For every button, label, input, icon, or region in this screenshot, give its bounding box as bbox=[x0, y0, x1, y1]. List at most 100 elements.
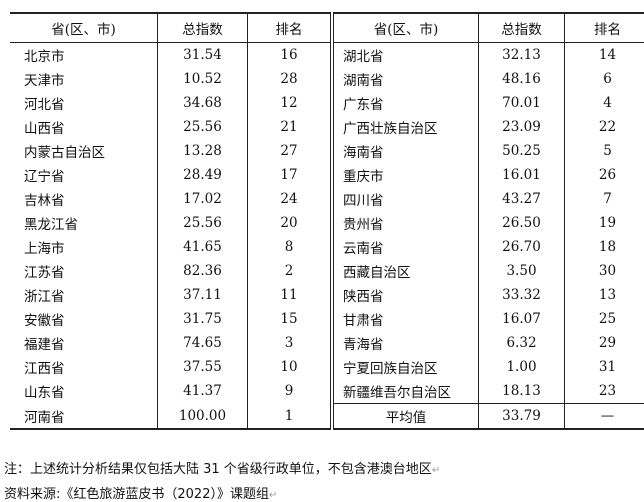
left-province-cell: 吉林省 bbox=[24, 193, 65, 209]
right-province-cell: 新疆维吾尔自治区 bbox=[343, 385, 451, 401]
table-header-row: 省(区、市) 总指数 排名 省(区、市) 总指数 排名 bbox=[10, 13, 644, 43]
right-province-cell: 甘肃省 bbox=[343, 313, 384, 329]
header-province-right: 省(区、市) bbox=[373, 22, 439, 38]
footnote: 注：上述统计分析结果仅包括大陆 31 个省级行政单位，不包含港澳台地区↵ bbox=[4, 458, 440, 477]
table-row: 辽宁省 28.49 17 重庆市 16.01 26 bbox=[10, 163, 644, 187]
left-rank-cell: 17 bbox=[247, 163, 334, 187]
table-row: 上海市 41.65 8 云南省 26.70 18 bbox=[10, 235, 644, 259]
left-index-cell: 10.52 bbox=[157, 67, 248, 91]
right-index-cell: 1.00 bbox=[478, 355, 565, 379]
right-index-cell: 43.27 bbox=[478, 187, 565, 211]
right-province-cell: 陕西省 bbox=[343, 289, 384, 305]
right-province-cell: 广东省 bbox=[343, 97, 384, 113]
left-province-cell: 辽宁省 bbox=[24, 169, 65, 185]
left-rank-cell: 1 bbox=[247, 403, 334, 429]
left-province-cell: 内蒙古自治区 bbox=[24, 145, 105, 161]
left-rank-cell: 15 bbox=[247, 307, 334, 331]
source-line: 资料来源:《红色旅游蓝皮书（2022）》课题组↵ bbox=[4, 483, 277, 502]
left-index-cell: 82.36 bbox=[157, 259, 248, 283]
table-row: 浙江省 37.11 11 陕西省 33.32 13 bbox=[10, 283, 644, 307]
left-rank-cell: 8 bbox=[247, 235, 334, 259]
right-index-cell: 50.25 bbox=[478, 139, 565, 163]
right-province-cell: 湖北省 bbox=[343, 49, 384, 65]
table-row: 山东省 41.37 9 新疆维吾尔自治区 18.13 23 bbox=[10, 379, 644, 404]
right-province-cell: 贵州省 bbox=[343, 217, 384, 233]
right-rank-cell: 26 bbox=[564, 163, 644, 187]
left-rank-cell: 12 bbox=[247, 91, 334, 115]
right-index-cell: 18.13 bbox=[478, 379, 565, 404]
table-row: 江苏省 82.36 2 西藏自治区 3.50 30 bbox=[10, 259, 644, 283]
table-row: 北京市 31.54 16 湖北省 32.13 14 bbox=[10, 42, 644, 67]
right-rank-cell: 13 bbox=[564, 283, 644, 307]
table-row: 黑龙江省 25.56 20 贵州省 26.50 19 bbox=[10, 211, 644, 235]
left-province-cell: 黑龙江省 bbox=[24, 217, 78, 233]
left-province-cell: 北京市 bbox=[24, 49, 65, 65]
province-index-table: 省(区、市) 总指数 排名 省(区、市) 总指数 排名 北京市 31.54 16 湖北… bbox=[10, 12, 644, 430]
left-index-cell: 13.28 bbox=[157, 139, 248, 163]
right-rank-cell: 5 bbox=[564, 139, 644, 163]
left-index-cell: 31.75 bbox=[157, 307, 248, 331]
left-rank-cell: 9 bbox=[247, 379, 334, 404]
right-index-cell: 16.07 bbox=[478, 307, 565, 331]
left-rank-cell: 27 bbox=[247, 139, 334, 163]
right-index-cell: 3.50 bbox=[478, 259, 565, 283]
right-index-cell: 26.50 bbox=[478, 211, 565, 235]
left-rank-cell: 20 bbox=[247, 211, 334, 235]
right-index-cell: 6.32 bbox=[478, 331, 565, 355]
left-index-cell: 31.54 bbox=[157, 42, 248, 67]
return-mark: ↵ bbox=[431, 465, 441, 476]
right-rank-cell: 6 bbox=[564, 67, 644, 91]
right-province-cell: 湖南省 bbox=[343, 73, 384, 89]
left-province-cell: 福建省 bbox=[24, 337, 65, 353]
table-row: 福建省 74.65 3 青海省 6.32 29 bbox=[10, 331, 644, 355]
right-index-cell: 48.16 bbox=[478, 67, 565, 91]
right-rank-cell: 19 bbox=[564, 211, 644, 235]
right-rank-cell: 25 bbox=[564, 307, 644, 331]
left-province-cell: 上海市 bbox=[24, 241, 65, 257]
left-rank-cell: 16 bbox=[247, 42, 334, 67]
left-province-cell: 山西省 bbox=[24, 121, 65, 137]
right-index-cell: 23.09 bbox=[478, 115, 565, 139]
left-index-cell: 25.56 bbox=[157, 211, 248, 235]
right-rank-cell: 23 bbox=[564, 379, 644, 404]
header-index-left: 总指数 bbox=[157, 13, 248, 43]
left-province-cell: 河南省 bbox=[24, 409, 65, 426]
right-rank-cell: 30 bbox=[564, 259, 644, 283]
left-province-cell: 河北省 bbox=[24, 97, 65, 113]
right-rank-cell: 14 bbox=[564, 42, 644, 67]
left-rank-cell: 21 bbox=[247, 115, 334, 139]
left-index-cell: 74.65 bbox=[157, 331, 248, 355]
table-row: 河北省 34.68 12 广东省 70.01 4 bbox=[10, 91, 644, 115]
right-rank-cell: 22 bbox=[564, 115, 644, 139]
left-index-cell: 17.02 bbox=[157, 187, 248, 211]
source-text: 资料来源:《红色旅游蓝皮书（2022）》课题组 bbox=[4, 487, 269, 502]
right-province-cell: 云南省 bbox=[343, 241, 384, 257]
right-province-cell: 宁夏回族自治区 bbox=[343, 361, 438, 377]
right-province-cell: 四川省 bbox=[343, 193, 384, 209]
right-index-cell: 32.13 bbox=[478, 42, 565, 67]
left-province-cell: 浙江省 bbox=[24, 289, 65, 305]
right-rank-cell: 18 bbox=[564, 235, 644, 259]
right-rank-cell: 29 bbox=[564, 331, 644, 355]
right-rank-cell: — bbox=[564, 403, 644, 429]
right-index-cell: 33.32 bbox=[478, 283, 565, 307]
left-index-cell: 25.56 bbox=[157, 115, 248, 139]
table-row: 山西省 25.56 21 广西壮族自治区 23.09 22 bbox=[10, 115, 644, 139]
right-province-cell: 海南省 bbox=[343, 145, 384, 161]
right-province-cell: 西藏自治区 bbox=[343, 265, 411, 281]
table-row: 江西省 37.55 10 宁夏回族自治区 1.00 31 bbox=[10, 355, 644, 379]
left-rank-cell: 10 bbox=[247, 355, 334, 379]
left-index-cell: 34.68 bbox=[157, 91, 248, 115]
left-rank-cell: 3 bbox=[247, 331, 334, 355]
right-province-cell: 平均值 bbox=[332, 403, 479, 429]
right-index-cell: 16.01 bbox=[478, 163, 565, 187]
right-rank-cell: 31 bbox=[564, 355, 644, 379]
left-index-cell: 28.49 bbox=[157, 163, 248, 187]
left-rank-cell: 28 bbox=[247, 67, 334, 91]
right-province-cell: 广西壮族自治区 bbox=[343, 121, 438, 137]
left-rank-cell: 2 bbox=[247, 259, 334, 283]
left-province-cell: 江苏省 bbox=[24, 265, 65, 281]
right-rank-cell: 4 bbox=[564, 91, 644, 115]
table-row: 河南省 100.00 1 平均值 33.79— bbox=[10, 403, 644, 429]
left-index-cell: 37.11 bbox=[157, 283, 248, 307]
